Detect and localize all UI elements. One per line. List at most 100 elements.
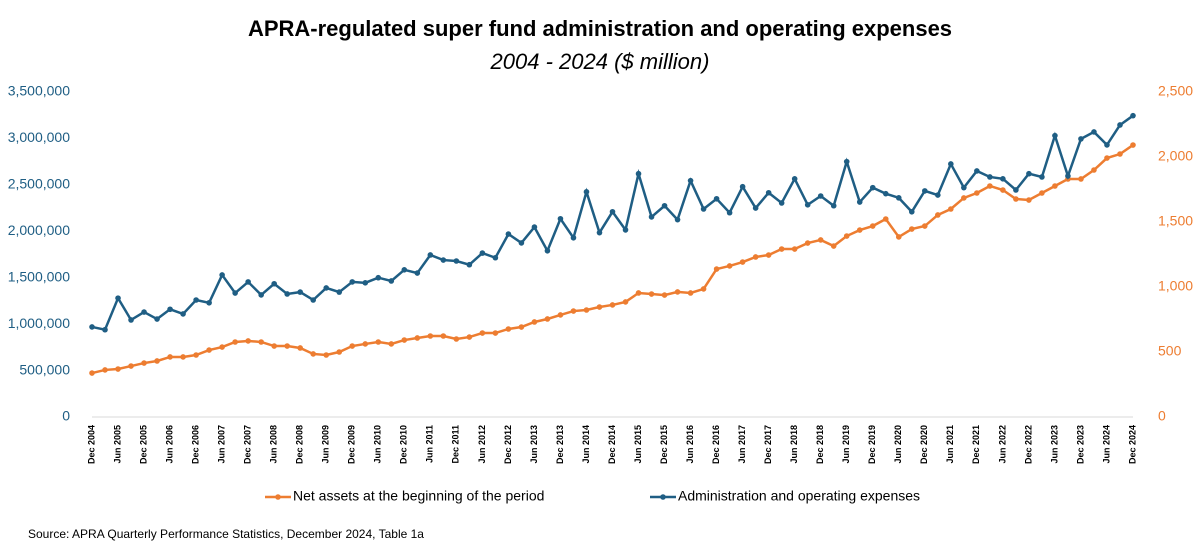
- data-point: [466, 334, 473, 340]
- data-point: [908, 208, 915, 215]
- data-point: [922, 188, 928, 194]
- legend-label: Administration and operating expenses: [678, 488, 920, 504]
- data-point: [154, 358, 160, 364]
- data-point: [401, 267, 408, 273]
- data-point: [492, 330, 499, 336]
- data-point: [765, 189, 772, 196]
- y2-tick-label: 1,000: [1158, 278, 1193, 294]
- data-point: [206, 299, 212, 306]
- data-point: [752, 254, 759, 260]
- x-tick-label: Jun 2021: [945, 425, 955, 464]
- data-point: [154, 316, 160, 322]
- x-tick-label: Dec 2004: [86, 425, 96, 464]
- data-point: [245, 338, 251, 344]
- data-point: [375, 274, 382, 281]
- data-point: [453, 336, 460, 342]
- x-tick-label: Jun 2019: [841, 425, 851, 464]
- x-tick-label: Dec 2011: [451, 425, 461, 464]
- chart-title: APRA-regulated super fund administration…: [248, 16, 952, 41]
- x-tick-label: Jun 2017: [737, 425, 747, 464]
- x-tick-label: Dec 2020: [919, 425, 929, 464]
- data-point: [1130, 112, 1136, 119]
- data-point: [765, 252, 772, 258]
- data-point: [1052, 132, 1058, 139]
- data-point: [375, 339, 382, 345]
- data-point: [869, 223, 876, 229]
- legend-marker: [660, 494, 666, 500]
- data-point: [961, 184, 967, 191]
- data-point: [856, 227, 863, 233]
- data-point: [1026, 170, 1032, 177]
- data-point: [830, 202, 837, 209]
- chart-subtitle: 2004 - 2024 ($ million): [490, 49, 710, 74]
- data-point: [141, 360, 147, 366]
- x-tick-label: Jun 2014: [581, 425, 591, 464]
- x-tick-label: Dec 2019: [867, 425, 877, 464]
- data-point: [922, 223, 928, 229]
- y-tick-label: 2,500,000: [8, 176, 70, 192]
- data-point: [726, 209, 733, 216]
- data-point: [1078, 136, 1084, 142]
- data-point: [1039, 174, 1045, 180]
- data-point: [791, 176, 798, 182]
- data-point: [661, 292, 668, 298]
- x-tick-label: Jun 2011: [425, 425, 435, 463]
- data-point: [128, 363, 134, 369]
- data-point: [1052, 183, 1058, 189]
- data-point: [687, 290, 694, 296]
- data-point: [570, 234, 577, 241]
- data-point: [336, 289, 343, 295]
- data-point: [713, 195, 720, 202]
- data-point: [128, 317, 134, 323]
- data-point: [596, 229, 603, 236]
- x-tick-label: Jun 2013: [529, 425, 539, 464]
- x-tick-label: Jun 2008: [269, 425, 279, 464]
- data-point: [739, 259, 746, 265]
- data-point: [232, 339, 238, 345]
- data-point: [622, 299, 629, 305]
- y-tick-label: 2,000,000: [8, 222, 70, 238]
- data-point: [830, 243, 837, 249]
- data-point: [414, 335, 421, 341]
- data-point: [492, 254, 499, 261]
- data-point: [648, 291, 655, 297]
- data-point: [635, 170, 642, 177]
- data-point: [895, 234, 902, 240]
- data-point: [804, 240, 811, 246]
- data-point: [479, 250, 486, 256]
- data-point: [974, 168, 980, 174]
- data-point: [882, 216, 889, 222]
- x-tick-label: Jun 2009: [321, 425, 331, 464]
- data-point: [440, 333, 447, 339]
- data-point: [895, 195, 902, 201]
- data-point: [713, 266, 720, 272]
- data-point: [596, 304, 603, 310]
- x-tick-label: Jun 2016: [685, 425, 695, 464]
- data-point: [349, 279, 356, 285]
- data-point: [284, 343, 290, 349]
- x-tick-label: Dec 2016: [711, 425, 721, 464]
- data-point: [505, 231, 512, 237]
- data-point: [674, 289, 681, 295]
- data-point: [882, 190, 889, 197]
- data-point: [648, 214, 655, 220]
- data-point: [557, 312, 564, 318]
- data-point: [726, 263, 733, 269]
- data-point: [349, 343, 356, 349]
- data-point: [180, 354, 186, 360]
- data-point: [284, 291, 290, 297]
- data-point: [583, 307, 590, 313]
- x-tick-label: Jun 2007: [217, 425, 227, 464]
- data-point: [388, 341, 395, 347]
- data-point: [531, 319, 538, 325]
- data-point: [817, 193, 824, 199]
- data-point: [258, 292, 264, 298]
- data-point: [609, 208, 616, 215]
- data-point: [935, 212, 941, 218]
- data-point: [323, 285, 330, 291]
- data-point: [310, 297, 317, 303]
- data-point: [700, 286, 707, 292]
- y-tick-label: 3,000,000: [8, 129, 70, 145]
- x-tick-label: Dec 2014: [607, 425, 617, 464]
